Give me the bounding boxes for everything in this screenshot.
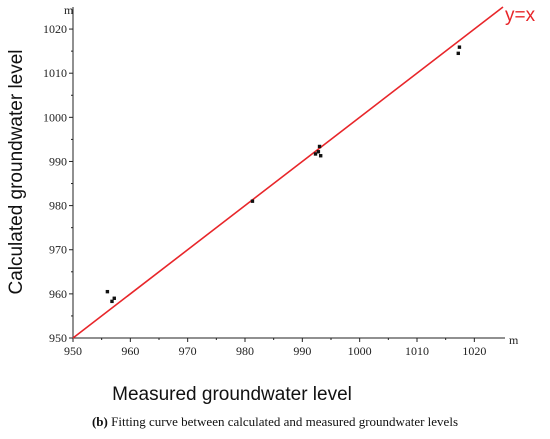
data-point [317, 144, 322, 149]
y-tick-label: 950 [49, 331, 67, 345]
data-point [456, 51, 460, 56]
data-point [250, 199, 255, 203]
fit-line-label: y=x [505, 5, 536, 26]
y-tick-label: 960 [49, 287, 67, 301]
figure-caption: (b) Fitting curve between calculated and… [0, 414, 550, 430]
fit-line-group [72, 6, 504, 339]
caption-text: Fitting curve between calculated and mea… [111, 414, 459, 429]
y-tick-label: 990 [49, 154, 67, 168]
x-tick-label: 1010 [405, 344, 429, 358]
x-unit-label: m [509, 333, 519, 347]
x-tick-label: 1000 [348, 344, 372, 358]
x-axis-title: Measured groundwater level [112, 384, 352, 405]
x-tick-label: 990 [293, 344, 311, 358]
data-point [105, 289, 110, 294]
x-tick-label: 980 [236, 344, 254, 358]
y-tick-label: 1020 [43, 22, 67, 36]
y-tick-label: 1000 [43, 110, 67, 124]
y-tick-label: 1010 [43, 66, 67, 80]
y-axis-title: Calculated groundwater level [6, 49, 27, 294]
tick-group: 950 960 970 980 990 1000 1010 1020 950 960 970 980 9… [43, 22, 486, 358]
data-point [318, 154, 323, 158]
data-point [457, 45, 462, 49]
data-point [316, 150, 321, 154]
scatter-chart: 950 960 970 980 990 1000 1010 1020 950 960 970 980 9… [6, 3, 536, 405]
y-unit-label: m [64, 3, 74, 17]
fit-line [72, 6, 504, 339]
data-point [112, 296, 116, 300]
y-tick-label: 980 [49, 199, 67, 213]
x-tick-label: 970 [179, 344, 197, 358]
x-tick-label: 950 [64, 344, 82, 358]
axes [72, 7, 505, 339]
x-tick-label: 1020 [462, 344, 486, 358]
caption-panel-label: (b) [91, 414, 108, 429]
data-points [105, 45, 462, 304]
data-point [110, 299, 114, 304]
x-tick-label: 960 [121, 344, 139, 358]
y-tick-label: 970 [49, 243, 67, 257]
data-point [313, 152, 318, 156]
